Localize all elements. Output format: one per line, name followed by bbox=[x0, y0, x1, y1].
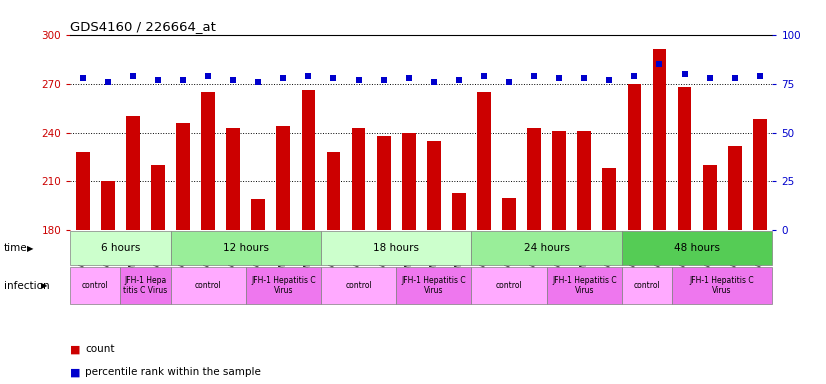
Text: 6 hours: 6 hours bbox=[101, 243, 140, 253]
Point bbox=[177, 76, 190, 83]
Bar bbox=[472, 231, 622, 265]
Point bbox=[76, 74, 89, 81]
Text: 24 hours: 24 hours bbox=[524, 243, 570, 253]
Point bbox=[277, 74, 290, 81]
Point bbox=[226, 76, 240, 83]
Bar bbox=[527, 127, 541, 230]
Bar bbox=[301, 90, 316, 230]
Text: ▶: ▶ bbox=[27, 244, 34, 253]
Bar bbox=[396, 267, 472, 305]
Text: percentile rank within the sample: percentile rank within the sample bbox=[85, 367, 261, 377]
Bar bbox=[377, 136, 391, 230]
Bar bbox=[70, 231, 170, 265]
Text: ■: ■ bbox=[70, 367, 81, 377]
Bar bbox=[101, 182, 115, 230]
Bar bbox=[602, 169, 616, 230]
Bar bbox=[321, 267, 396, 305]
Bar bbox=[121, 267, 170, 305]
Point bbox=[427, 78, 440, 84]
Text: control: control bbox=[82, 281, 109, 290]
Text: JFH-1 Hepatitis C
Virus: JFH-1 Hepatitis C Virus bbox=[690, 276, 754, 295]
Text: time: time bbox=[4, 243, 28, 253]
Bar bbox=[170, 231, 321, 265]
Point bbox=[653, 61, 666, 67]
Text: GDS4160 / 226664_at: GDS4160 / 226664_at bbox=[70, 20, 216, 33]
Bar bbox=[452, 193, 466, 230]
Text: control: control bbox=[195, 281, 221, 290]
Bar bbox=[202, 92, 215, 230]
Bar bbox=[277, 126, 290, 230]
Bar bbox=[226, 127, 240, 230]
Text: 12 hours: 12 hours bbox=[223, 243, 268, 253]
Bar bbox=[622, 267, 672, 305]
Bar bbox=[577, 131, 591, 230]
Bar bbox=[352, 127, 365, 230]
Bar bbox=[151, 165, 165, 230]
Text: 48 hours: 48 hours bbox=[674, 243, 720, 253]
Bar bbox=[502, 198, 516, 230]
Point bbox=[453, 76, 466, 83]
Text: JFH-1 Hepa
titis C Virus: JFH-1 Hepa titis C Virus bbox=[123, 276, 168, 295]
Point bbox=[102, 78, 115, 84]
Point bbox=[352, 76, 365, 83]
Bar bbox=[672, 267, 772, 305]
Bar bbox=[170, 267, 246, 305]
Point bbox=[528, 73, 541, 79]
Bar bbox=[553, 131, 566, 230]
Point bbox=[753, 73, 767, 79]
Bar bbox=[752, 119, 767, 230]
Text: ▶: ▶ bbox=[40, 281, 47, 290]
Bar bbox=[70, 267, 121, 305]
Bar bbox=[427, 141, 441, 230]
Point bbox=[703, 74, 716, 81]
Bar bbox=[126, 116, 140, 230]
Bar bbox=[76, 152, 90, 230]
Point bbox=[577, 74, 591, 81]
Point bbox=[377, 76, 390, 83]
Bar bbox=[703, 165, 716, 230]
Text: JFH-1 Hepatitis C
Virus: JFH-1 Hepatitis C Virus bbox=[401, 276, 466, 295]
Point bbox=[728, 74, 741, 81]
Point bbox=[327, 74, 340, 81]
Bar bbox=[246, 267, 321, 305]
Point bbox=[301, 73, 315, 79]
Bar bbox=[677, 87, 691, 230]
Point bbox=[402, 74, 415, 81]
Point bbox=[151, 76, 164, 83]
Text: JFH-1 Hepatitis C
Virus: JFH-1 Hepatitis C Virus bbox=[251, 276, 316, 295]
Bar bbox=[321, 231, 472, 265]
Point bbox=[502, 78, 515, 84]
Text: control: control bbox=[496, 281, 522, 290]
Bar bbox=[622, 231, 772, 265]
Point bbox=[126, 73, 140, 79]
Text: control: control bbox=[345, 281, 372, 290]
Point bbox=[477, 73, 491, 79]
Bar bbox=[176, 123, 190, 230]
Point bbox=[252, 78, 265, 84]
Bar bbox=[326, 152, 340, 230]
Bar bbox=[472, 267, 547, 305]
Point bbox=[553, 74, 566, 81]
Text: JFH-1 Hepatitis C
Virus: JFH-1 Hepatitis C Virus bbox=[552, 276, 616, 295]
Text: control: control bbox=[634, 281, 660, 290]
Bar bbox=[653, 49, 667, 230]
Point bbox=[603, 76, 616, 83]
Bar bbox=[628, 84, 641, 230]
Bar bbox=[477, 92, 491, 230]
Text: ■: ■ bbox=[70, 344, 81, 354]
Point bbox=[202, 73, 215, 79]
Text: 18 hours: 18 hours bbox=[373, 243, 419, 253]
Text: count: count bbox=[85, 344, 115, 354]
Bar bbox=[547, 267, 622, 305]
Bar bbox=[728, 146, 742, 230]
Bar bbox=[401, 132, 415, 230]
Text: infection: infection bbox=[4, 281, 50, 291]
Point bbox=[628, 73, 641, 79]
Point bbox=[678, 71, 691, 77]
Bar bbox=[251, 199, 265, 230]
